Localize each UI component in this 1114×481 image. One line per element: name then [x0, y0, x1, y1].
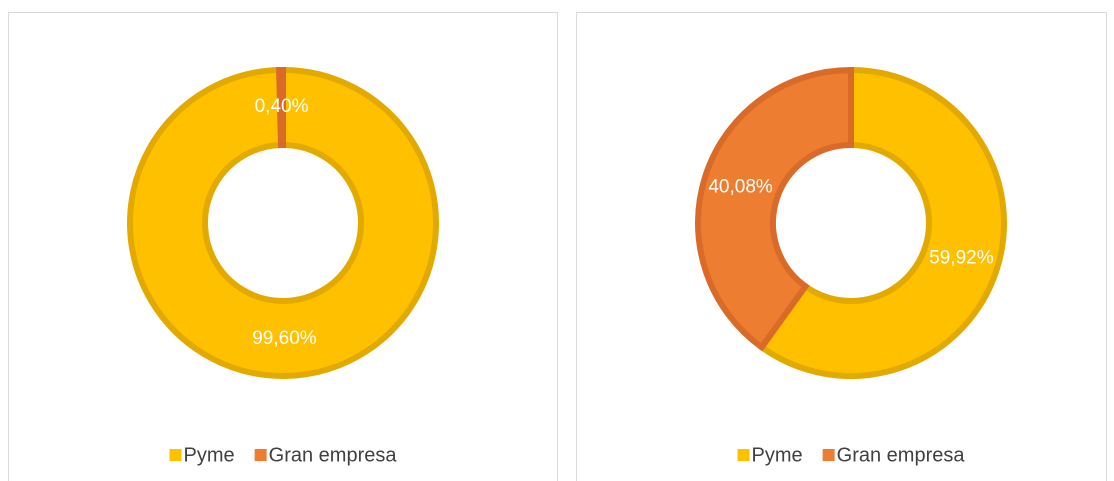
data-label: 99,60% — [252, 328, 317, 349]
donut-slice — [127, 66, 439, 379]
data-label: 0,40% — [255, 96, 309, 117]
legend-swatch — [169, 449, 182, 461]
legend-swatch — [254, 449, 267, 461]
legend-swatch — [737, 449, 750, 461]
legend-label: Pyme — [184, 444, 235, 466]
legend-label: Gran empresa — [269, 444, 398, 466]
donut-slice — [276, 66, 286, 149]
data-label: 40,08% — [708, 176, 773, 197]
panel-frame — [8, 12, 1107, 481]
data-label: 59,92% — [929, 248, 994, 269]
legend-label: Pyme — [752, 444, 803, 466]
legend-label: Gran empresa — [837, 444, 966, 466]
donut-slice — [757, 66, 1007, 379]
legend: Pyme Gran empresa — [169, 444, 398, 466]
legend-swatch — [822, 449, 835, 461]
legend: Pyme Gran empresa — [737, 444, 966, 466]
donut-slice — [695, 66, 854, 352]
